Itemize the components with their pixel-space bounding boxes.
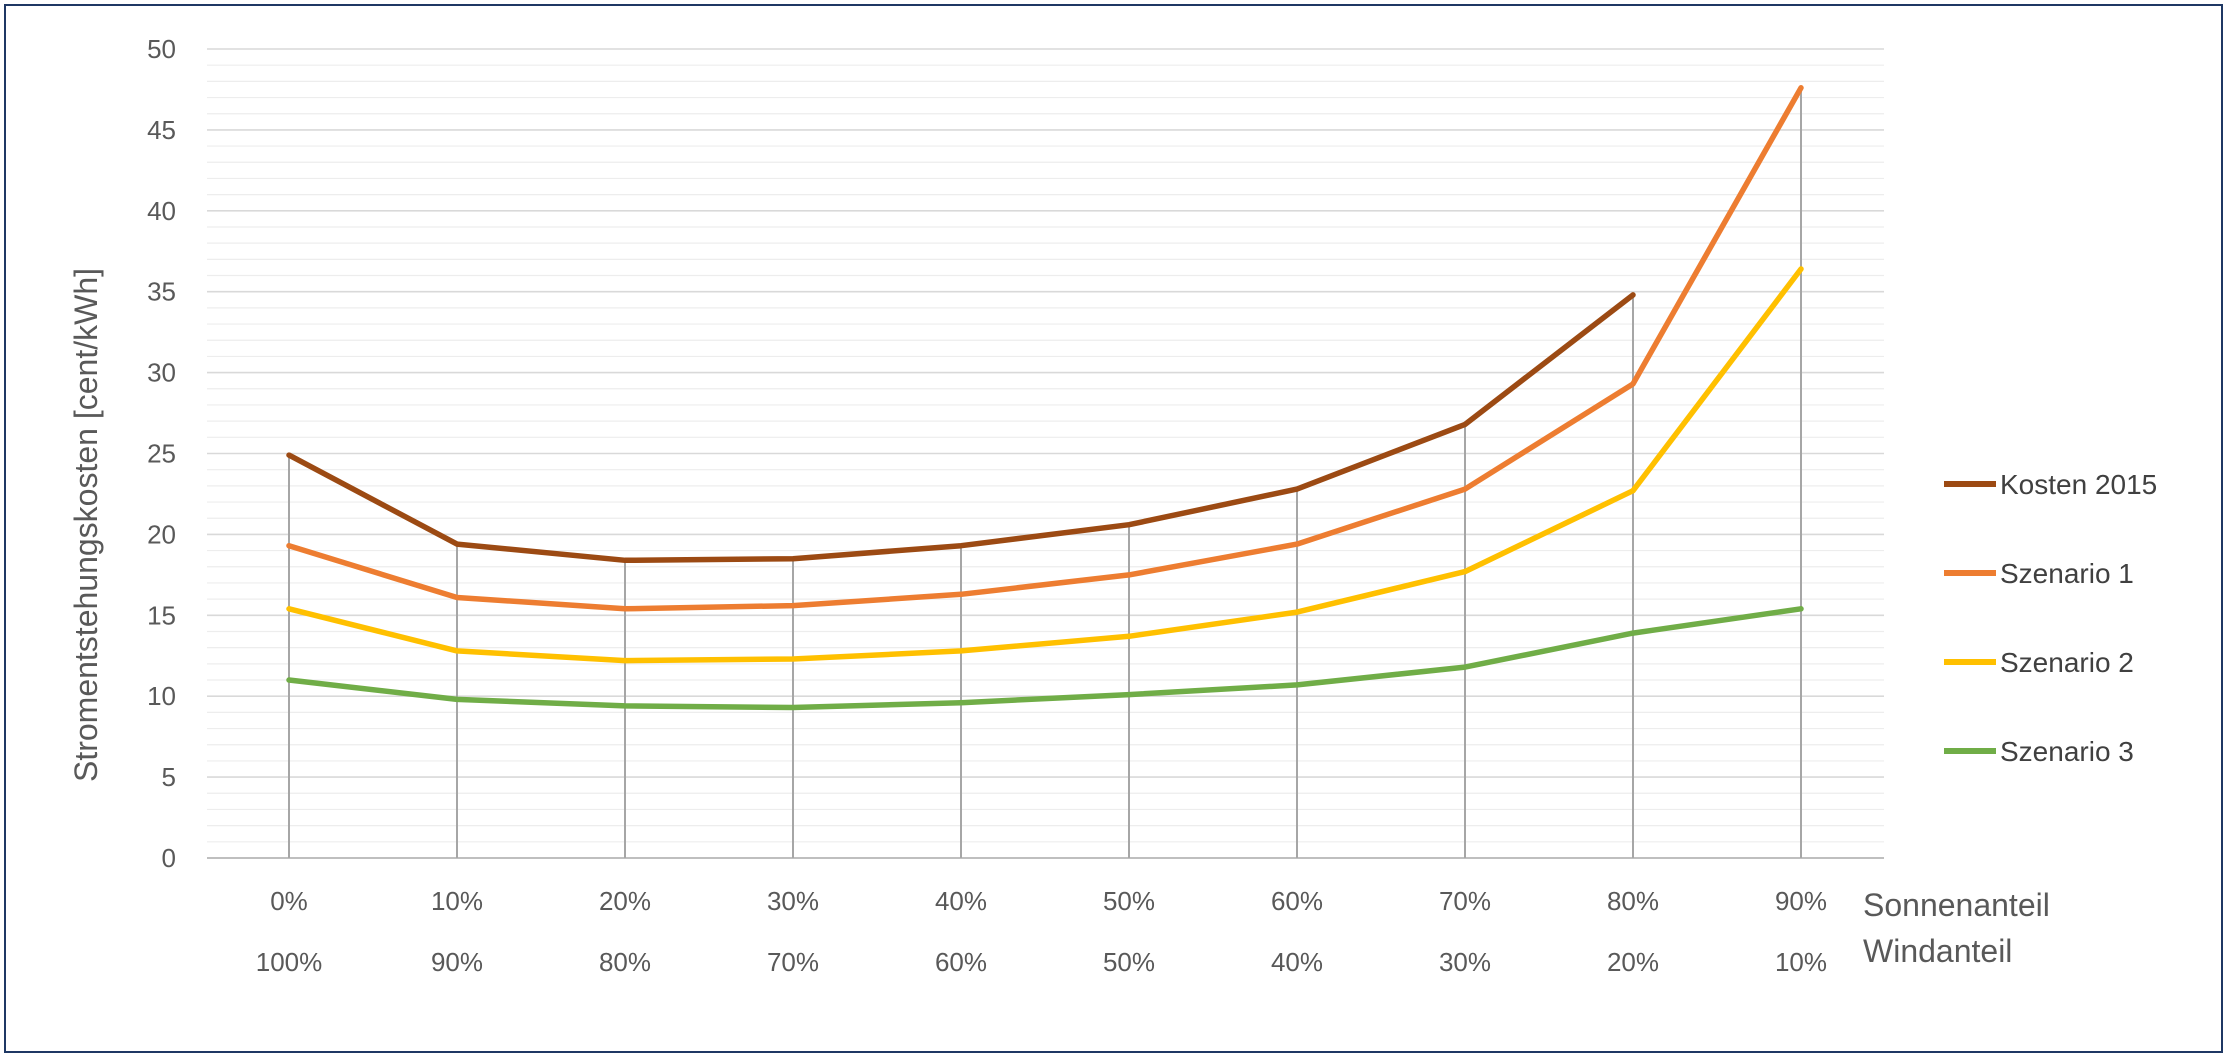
series-line-szenario-2 <box>286 266 1804 664</box>
x-secondary-tick-label: 100% <box>256 947 323 977</box>
x-tick-label: 70% <box>1439 886 1491 916</box>
y-axis-title: Stromentstehungskosten [cent/kWh] <box>68 268 104 782</box>
legend-label: Szenario 1 <box>2000 558 2134 589</box>
x-secondary-tick-label: 30% <box>1439 947 1491 977</box>
legend-label: Szenario 2 <box>2000 647 2134 678</box>
y-tick-label: 35 <box>147 277 176 307</box>
x-secondary-tick-label: 10% <box>1775 947 1827 977</box>
x-axis-title: Sonnenanteil <box>1863 887 2050 923</box>
legend-label: Kosten 2015 <box>2000 469 2157 500</box>
y-tick-label: 20 <box>147 519 176 549</box>
x-tick-label: 0% <box>270 886 308 916</box>
y-tick-label: 0 <box>162 843 176 873</box>
y-tick-label: 5 <box>162 762 176 792</box>
x-tick-label: 30% <box>767 886 819 916</box>
series-lines <box>286 85 1804 711</box>
x-tick-label: 60% <box>1271 886 1323 916</box>
x-tick-label: 50% <box>1103 886 1155 916</box>
x-secondary-tick-label: 20% <box>1607 947 1659 977</box>
legend-item: Szenario 1 <box>1944 558 2134 589</box>
legend-item: Kosten 2015 <box>1944 469 2157 500</box>
x-secondary-tick-label: 40% <box>1271 947 1323 977</box>
y-tick-label: 10 <box>147 681 176 711</box>
x-tick-label: 80% <box>1607 886 1659 916</box>
series-line-kosten-2015 <box>286 292 1636 564</box>
y-tick-label: 40 <box>147 196 176 226</box>
minor-gridlines <box>207 64 1884 843</box>
legend-item: Szenario 2 <box>1944 647 2134 678</box>
x-tick-label: 40% <box>935 886 987 916</box>
y-tick-label: 30 <box>147 358 176 388</box>
x-axis-secondary-title: Windanteil <box>1863 933 2012 969</box>
legend: Kosten 2015 Szenario 1 Szenario 2 Szenario … <box>1944 469 2157 767</box>
x-secondary-tick-label: 90% <box>431 947 483 977</box>
y-tick-label: 45 <box>147 115 176 145</box>
drop-lines <box>288 87 1802 858</box>
x-secondary-tick-label: 70% <box>767 947 819 977</box>
series-line-szenario-1 <box>286 85 1804 612</box>
y-tick-label: 50 <box>147 34 176 64</box>
x-tick-label: 20% <box>599 886 651 916</box>
x-tick-label: 10% <box>431 886 483 916</box>
y-axis-tick-labels: 0 5 10 15 20 25 30 35 40 45 50 <box>147 34 176 873</box>
x-axis-tick-labels: 0% 10% 20% 30% 40% 50% 60% 70% 80% 90% <box>270 886 1827 916</box>
legend-item: Szenario 3 <box>1944 736 2134 767</box>
x-secondary-tick-label: 50% <box>1103 947 1155 977</box>
series-line-szenario-3 <box>286 606 1804 711</box>
y-tick-label: 15 <box>147 600 176 630</box>
legend-label: Szenario 3 <box>2000 736 2134 767</box>
y-tick-label: 25 <box>147 439 176 469</box>
x-tick-label: 90% <box>1775 886 1827 916</box>
x-axis-secondary-tick-labels: 100% 90% 80% 70% 60% 50% 40% 30% 20% 10% <box>256 947 1827 977</box>
x-secondary-tick-label: 60% <box>935 947 987 977</box>
x-secondary-tick-label: 80% <box>599 947 651 977</box>
